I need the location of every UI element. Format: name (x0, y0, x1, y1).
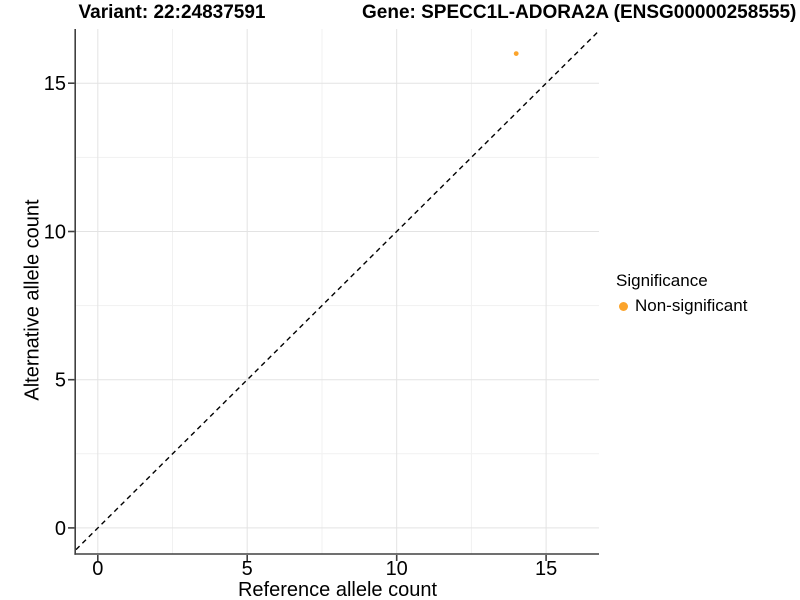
axis-lines (74, 29, 599, 555)
x-tick-labels: 0 5 10 15 (92, 558, 557, 580)
gene-title: Gene: SPECC1L-ADORA2A (ENSG00000258555) (362, 2, 797, 23)
svg-text:15: 15 (44, 73, 66, 95)
svg-text:0: 0 (55, 518, 66, 540)
grid-minor (76, 29, 599, 554)
svg-text:5: 5 (55, 370, 66, 392)
legend-item-label: Non-significant (635, 296, 748, 315)
identity-reference-line (75, 30, 600, 551)
legend-title: Significance (616, 271, 708, 290)
legend-item: Non-significant (616, 296, 747, 316)
svg-text:10: 10 (386, 558, 408, 580)
svg-text:10: 10 (44, 222, 66, 244)
svg-text:15: 15 (535, 558, 557, 580)
data-point (513, 51, 519, 56)
svg-text:0: 0 (92, 558, 103, 580)
svg-text:5: 5 (242, 558, 253, 580)
grid-major (76, 29, 599, 554)
data-points (513, 51, 519, 56)
legend-point-swatch (619, 301, 628, 311)
y-axis-title: Alternative allele count (21, 199, 44, 401)
x-axis-title: Reference allele count (237, 579, 437, 600)
y-tick-labels: 0 5 10 15 (44, 73, 66, 540)
legend: Significance Non-significant (616, 271, 747, 316)
axis-ticks (68, 82, 547, 561)
variant-title: Variant: 22:24837591 (78, 2, 266, 23)
